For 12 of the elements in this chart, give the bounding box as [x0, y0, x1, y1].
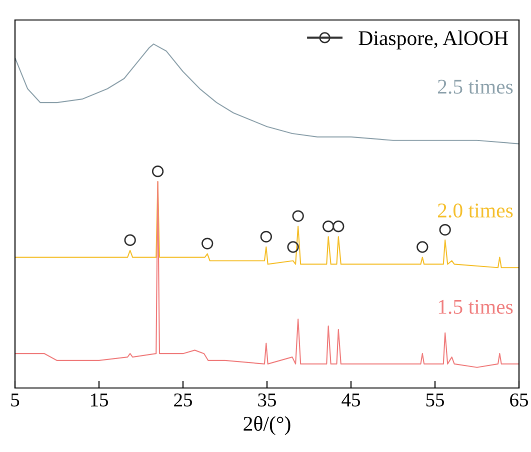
legend-label: Diaspore, AlOOH	[358, 30, 508, 50]
x-tick-label: 5	[11, 394, 20, 407]
x-tick-label: 65	[510, 393, 528, 407]
series-label: 2.0 times	[438, 204, 513, 218]
x-axis-title: 2θ/(°)	[244, 416, 290, 436]
x-tick-label: 35	[258, 393, 276, 407]
text: 2.5 times	[438, 80, 513, 94]
x-tick-label: 55	[426, 394, 444, 407]
x-tick-label: 25	[174, 393, 192, 407]
x-tick-label: 45	[342, 394, 360, 407]
x-tick-label: 15	[90, 394, 108, 407]
series-label: 1.5 times	[438, 300, 513, 314]
